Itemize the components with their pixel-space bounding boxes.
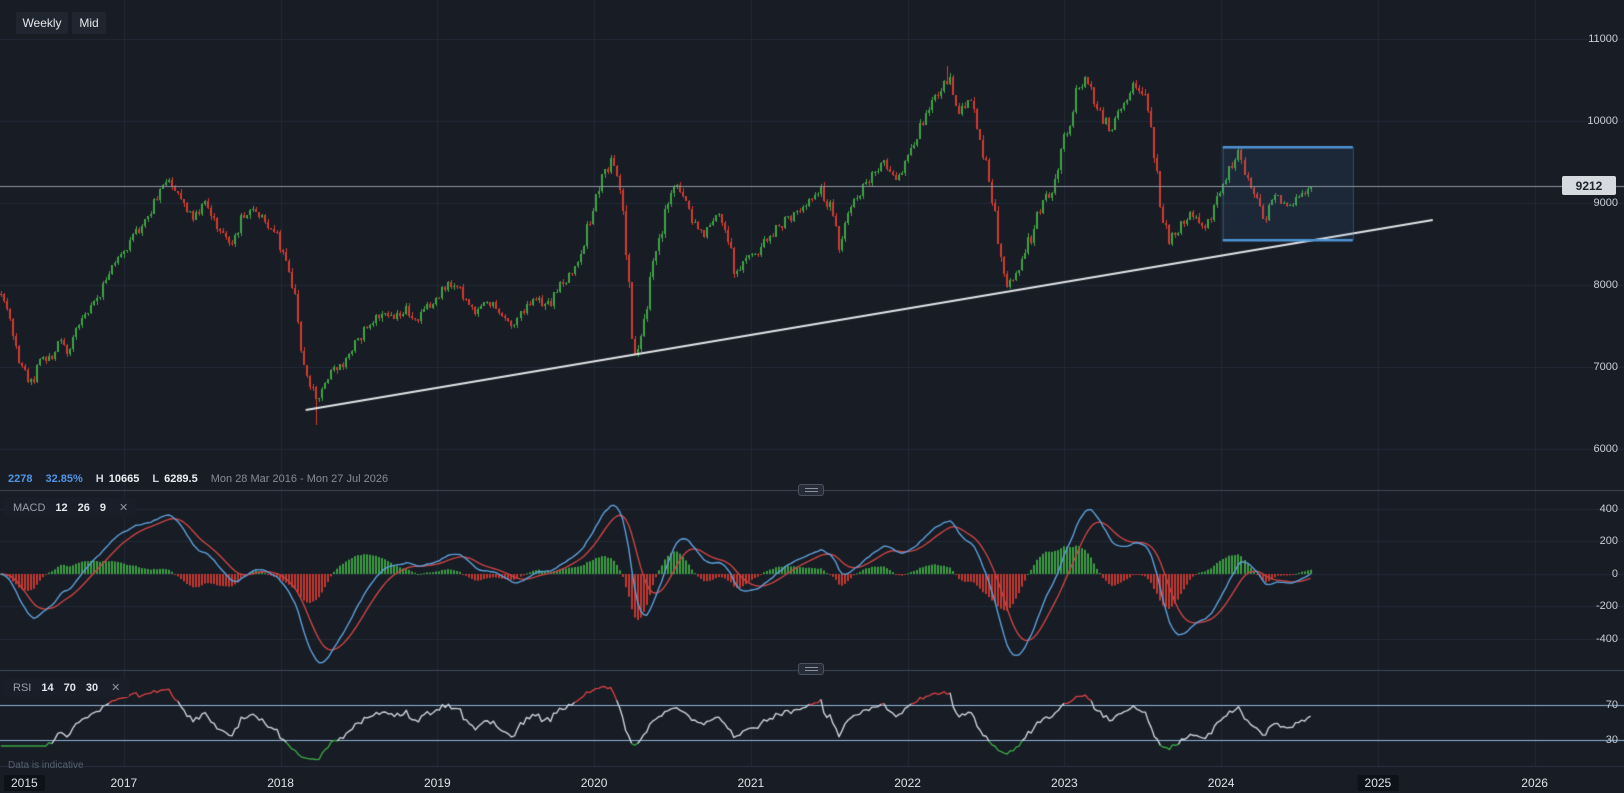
year-label-2021: 2021 — [737, 776, 765, 790]
low-value: 6289.5 — [164, 473, 198, 485]
data-window-bar: 2278 32.85% H 10665 L 6289.5 Mon 28 Mar … — [8, 473, 388, 485]
current-price-tag: 9212 — [1562, 176, 1616, 195]
rsi-name: RSI — [13, 681, 32, 694]
price-tick-label: 6000 — [1593, 443, 1618, 455]
year-label-2022: 2022 — [894, 776, 921, 790]
year-label-2024: 2024 — [1207, 776, 1235, 790]
macd-param-fast: 12 — [55, 501, 68, 514]
year-label-2015: 2015 — [4, 775, 45, 791]
year-label-2020: 2020 — [580, 776, 608, 790]
rsi-param-oversold: 30 — [85, 681, 99, 694]
price-tick-label: 7000 — [1593, 361, 1618, 373]
rsi-indicator-legend: RSI 14 70 30 ✕ — [4, 678, 130, 697]
date-range: Mon 28 Mar 2016 - Mon 27 Jul 2026 — [210, 473, 389, 485]
low-label: L — [152, 473, 160, 485]
panel-resize-handle-rsi[interactable] — [798, 663, 824, 675]
macd-param-slow: 26 — [77, 501, 90, 514]
year-label-2019: 2019 — [423, 776, 451, 790]
rsi-close-icon[interactable]: ✕ — [111, 682, 121, 694]
macd-indicator-legend: MACD 12 26 9 ✕ — [4, 498, 138, 517]
rsi-param-overbought: 70 — [63, 681, 76, 694]
price-tick-label: 8000 — [1593, 279, 1618, 291]
timeframe-button[interactable]: Weekly — [16, 12, 68, 34]
year-label-2026: 2026 — [1521, 776, 1548, 790]
macd-close-icon[interactable]: ✕ — [119, 502, 129, 514]
high-group: H 10665 — [96, 473, 140, 485]
year-label-2017: 2017 — [110, 776, 138, 790]
high-label: H — [95, 473, 104, 485]
rsi-tick-label: 30 — [1605, 733, 1618, 746]
macd-param-signal: 9 — [99, 501, 107, 514]
data-indicative-note: Data is indicative — [8, 760, 84, 771]
price-tick-label: 9000 — [1593, 197, 1618, 210]
macd-tick-label: 200 — [1599, 535, 1618, 548]
macd-tick-label: -400 — [1595, 632, 1618, 645]
macd-tick-label: -200 — [1595, 600, 1618, 613]
year-label-2023: 2023 — [1051, 776, 1078, 790]
high-value: 10665 — [108, 473, 140, 485]
macd-tick-label: 400 — [1599, 503, 1618, 515]
low-group: L 6289.5 — [152, 473, 197, 485]
rsi-param-period: 14 — [41, 681, 54, 694]
price-source-button[interactable]: Mid — [72, 12, 106, 34]
change-percent: 32.85% — [45, 473, 83, 485]
rsi-tick-label: 70 — [1605, 699, 1618, 712]
panel-resize-handle-macd[interactable] — [798, 484, 824, 496]
change-value: 2278 — [8, 473, 33, 485]
macd-name: MACD — [13, 501, 46, 514]
macd-tick-label: 0 — [1611, 567, 1618, 580]
price-tick-label: 10000 — [1587, 115, 1618, 128]
year-label-2025: 2025 — [1357, 775, 1399, 791]
price-tick-label: 11000 — [1588, 33, 1618, 46]
year-label-2018: 2018 — [267, 776, 294, 790]
